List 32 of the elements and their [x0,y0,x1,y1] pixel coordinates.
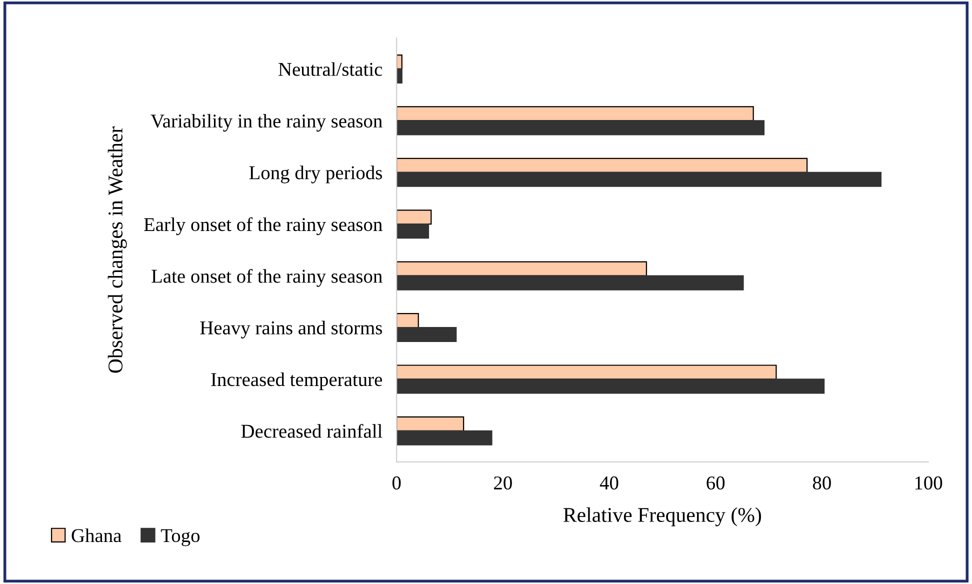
y-axis-title: Observed changes in Weather [108,126,127,373]
bar [396,106,754,122]
bar [396,275,744,290]
y-tick-label: Late onset of the rainy season [152,268,382,287]
y-tick-label: Variability in the rainy season [150,114,382,132]
bar [396,68,402,84]
bar [396,210,432,225]
bar [396,158,808,173]
x-axis-title: Relative Frequency (%) [564,507,761,526]
bar [396,120,765,136]
bar [396,416,464,432]
bar [396,430,492,446]
bar [396,172,882,187]
y-tick-label: Long dry periods [249,166,382,184]
x-tick-label: 60 [706,476,725,490]
bar [396,312,419,328]
y-tick-label: Heavy rains and storms [200,320,382,338]
x-tick-label: 40 [600,476,618,490]
bar [396,326,457,342]
y-tick-label: Decreased rainfall [241,424,382,438]
x-tick-label: 80 [812,476,831,490]
x-tick-label: 100 [915,476,942,490]
legend-label: Ghana [72,528,122,542]
y-tick-label: Neutral/static [278,62,382,76]
x-tick-label: 20 [494,476,512,490]
bar [396,224,430,239]
legend-label: Togo [160,529,200,546]
bar [396,378,825,394]
y-tick-label: Early onset of the rainy season [144,217,382,236]
y-tick-label: Increased temperature [211,372,382,390]
x-tick-label: 0 [392,476,401,490]
bar [396,364,777,380]
